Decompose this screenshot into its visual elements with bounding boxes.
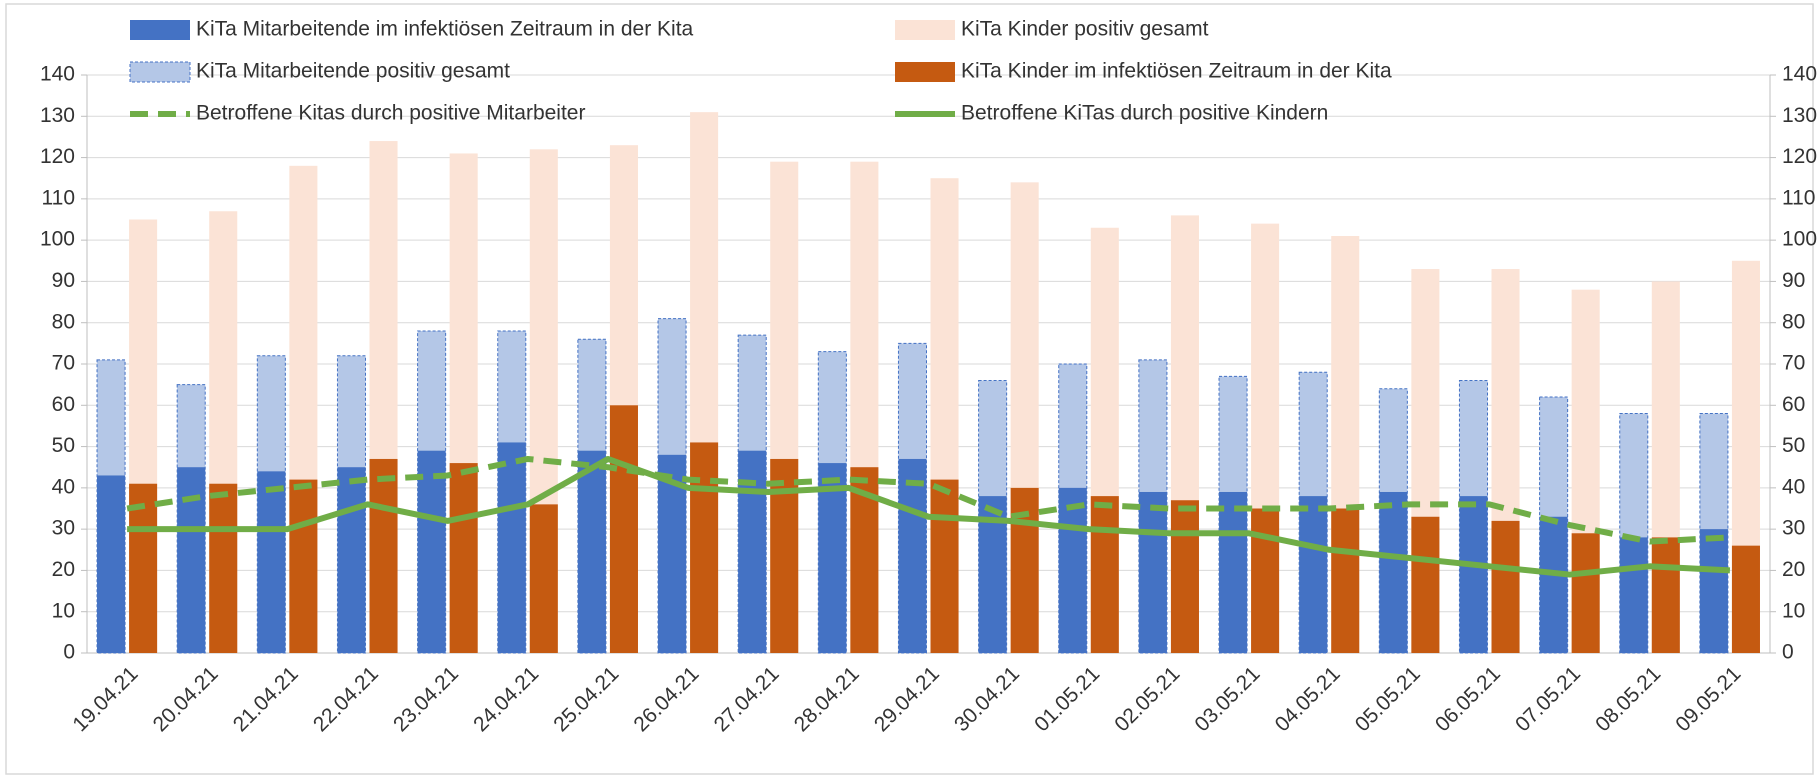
legend-label: KiTa Kinder im infektiösen Zeitraum in d… <box>961 60 1392 83</box>
y-tick-label: 50 <box>52 434 75 457</box>
bar <box>609 405 638 653</box>
bar <box>1138 491 1167 653</box>
bar <box>577 450 606 653</box>
legend-entry: Betroffene Kitas durch positive Mitarbei… <box>130 102 585 125</box>
y2-tick-label: 130 <box>1782 104 1817 127</box>
y-tick-label: 100 <box>40 228 75 251</box>
bar <box>1459 496 1488 653</box>
legend-entry: KiTa Kinder im infektiösen Zeitraum in d… <box>895 60 1392 83</box>
y2-tick-label: 110 <box>1782 186 1815 209</box>
bar <box>1379 491 1408 653</box>
legend-label: Betroffene Kitas durch positive Mitarbei… <box>196 102 585 125</box>
legend-label: KiTa Mitarbeitende positiv gesamt <box>196 60 510 83</box>
bar <box>257 471 286 653</box>
y-tick-label: 110 <box>42 186 75 209</box>
y-tick-label: 80 <box>52 310 75 333</box>
y2-tick-label: 60 <box>1782 393 1805 416</box>
bar <box>1651 537 1680 653</box>
bar <box>1299 496 1328 653</box>
y-tick-label: 0 <box>63 641 75 664</box>
bar <box>1331 508 1360 653</box>
bar <box>1619 537 1648 653</box>
y-tick-label: 120 <box>40 145 75 168</box>
y2-tick-label: 0 <box>1782 641 1794 664</box>
y-tick-label: 90 <box>52 269 75 292</box>
legend-label: KiTa Mitarbeitende im infektiösen Zeitra… <box>196 18 694 41</box>
bar <box>1170 500 1199 653</box>
bar <box>209 483 238 653</box>
legend-entry: KiTa Mitarbeitende positiv gesamt <box>129 60 510 83</box>
legend-label: Betroffene KiTas durch positive Kindern <box>961 102 1328 125</box>
bar <box>177 467 206 653</box>
y2-tick-label: 50 <box>1782 434 1805 457</box>
y-tick-label: 70 <box>52 352 75 375</box>
y-tick-label: 20 <box>52 558 75 581</box>
y-tick-label: 10 <box>52 599 75 622</box>
bar <box>1251 508 1280 653</box>
bar <box>337 467 366 653</box>
y2-tick-label: 120 <box>1782 145 1817 168</box>
y-tick-label: 30 <box>52 517 75 540</box>
bar <box>1491 520 1520 653</box>
bar <box>1219 491 1248 653</box>
y2-tick-label: 30 <box>1782 517 1805 540</box>
bar <box>1731 545 1760 653</box>
y2-tick-label: 20 <box>1782 558 1805 581</box>
bar <box>898 458 927 653</box>
y2-tick-label: 10 <box>1782 599 1805 622</box>
y2-tick-label: 90 <box>1782 269 1805 292</box>
line-series <box>127 455 1731 578</box>
legend-entry: KiTa Kinder positiv gesamt <box>895 18 1209 41</box>
bar <box>529 504 558 653</box>
bar <box>818 463 847 653</box>
y-tick-label: 40 <box>52 475 75 498</box>
y2-tick-label: 80 <box>1782 310 1805 333</box>
bar <box>1411 516 1440 653</box>
bar <box>690 442 719 653</box>
y2-tick-label: 140 <box>1782 63 1817 86</box>
y2-tick-label: 70 <box>1782 352 1805 375</box>
legend-swatch <box>895 62 955 82</box>
bar <box>1090 496 1119 653</box>
bar <box>1571 533 1600 653</box>
legend-swatch <box>895 20 955 40</box>
bar <box>497 442 526 653</box>
bar <box>369 458 398 653</box>
bar <box>129 483 158 653</box>
bar <box>1699 529 1728 653</box>
legend-entry: KiTa Mitarbeitende im infektiösen Zeitra… <box>130 18 694 41</box>
bar <box>97 475 126 653</box>
y-tick-label: 60 <box>52 393 75 416</box>
bar <box>449 463 478 653</box>
y2-tick-label: 100 <box>1782 228 1817 251</box>
bar <box>417 450 446 653</box>
legend-swatch <box>129 61 191 83</box>
bar <box>930 479 959 653</box>
legend-entry: Betroffene KiTas durch positive Kindern <box>895 102 1328 125</box>
legend-label: KiTa Kinder positiv gesamt <box>961 18 1209 41</box>
legend-swatch <box>130 20 190 40</box>
bar <box>1058 487 1087 653</box>
y-tick-label: 130 <box>40 104 75 127</box>
line-series <box>126 455 1731 545</box>
bar <box>289 479 318 653</box>
bar <box>1539 516 1568 653</box>
y2-tick-label: 40 <box>1782 475 1805 498</box>
y-tick-label: 140 <box>40 63 75 86</box>
